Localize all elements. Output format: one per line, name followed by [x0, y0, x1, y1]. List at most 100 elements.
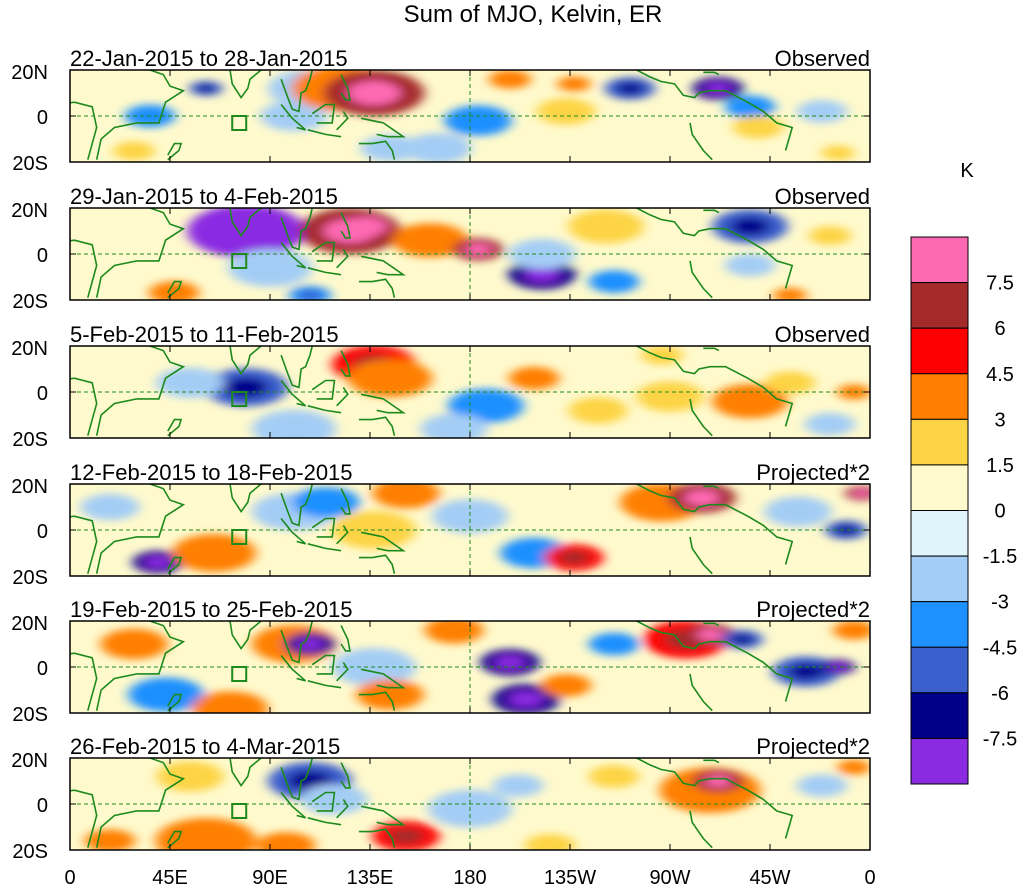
anomaly-blob [432, 499, 508, 534]
colorbar-swatch [910, 601, 969, 648]
panel-type-label: Projected*2 [756, 734, 870, 759]
coastline [340, 350, 351, 377]
colorbar-label: -1.5 [983, 546, 1017, 568]
colorbar-label: 1.5 [986, 455, 1014, 477]
coastline [95, 621, 186, 711]
coastline [689, 810, 713, 849]
coastline [229, 621, 262, 651]
coastline [307, 267, 342, 276]
anomaly-blob [492, 774, 544, 797]
coastline [311, 791, 336, 812]
lat-label: 20N [11, 476, 48, 498]
x-axis: 0 45E 90E 135E 180 135W 90W 45W 0 [64, 867, 875, 889]
lon-label: 45E [152, 867, 188, 889]
colorbar-label: 7.5 [986, 273, 1014, 295]
panel-period: 19-Feb-2015 to 25-Feb-2015 [70, 597, 353, 622]
lat-label: 0 [37, 521, 48, 543]
anomaly-core [524, 266, 560, 283]
anomaly-core [704, 82, 732, 95]
colorbar-swatch [910, 555, 969, 603]
coastline [636, 484, 794, 565]
panel-period: 12-Feb-2015 to 18-Feb-2015 [70, 460, 353, 485]
coastline [167, 693, 183, 712]
anomaly-blob [524, 834, 576, 850]
anomaly-blob [568, 397, 628, 424]
coastline [336, 798, 349, 819]
lon-label: 45W [749, 867, 790, 889]
anomaly-blob [764, 496, 832, 527]
anomaly-blob [192, 691, 268, 713]
coastline [95, 208, 186, 298]
anomaly-core [197, 84, 215, 93]
coastline [70, 515, 98, 574]
anomaly-blob [724, 253, 776, 277]
colorbar-label: 3 [994, 409, 1005, 431]
anomaly-blob [636, 381, 704, 412]
lat-label: 20S [12, 567, 48, 589]
anomaly-core [508, 691, 544, 708]
anomaly-core [829, 663, 847, 671]
anomaly-core [144, 556, 172, 569]
panel-type-label: Observed [775, 46, 870, 71]
lat-label: 0 [37, 245, 48, 267]
coastline [70, 101, 98, 160]
coastline [95, 346, 186, 436]
coastline [340, 762, 351, 789]
map-panel: 20N 0 20S 12-Feb-2015 to 18-Feb-2015 Project… [11, 460, 871, 589]
coastlines [70, 484, 794, 576]
coastline [336, 386, 349, 407]
coastline [70, 789, 98, 848]
anomaly-blob [732, 115, 784, 139]
coastline [307, 129, 342, 138]
coastline [360, 531, 406, 552]
coastlines [70, 70, 794, 162]
lon-label: 135W [544, 867, 596, 889]
anomaly-blob [348, 359, 432, 398]
anomaly-core [464, 243, 492, 256]
anomaly-core [835, 525, 857, 535]
anomaly-blob [508, 366, 560, 390]
coastline [307, 543, 342, 552]
coastline [636, 346, 794, 427]
anomaly-core [730, 217, 770, 236]
colorbar-label: 0 [994, 501, 1005, 523]
lon-label: 90W [649, 867, 690, 889]
anomaly-field [70, 758, 870, 850]
anomaly-blob [764, 371, 816, 395]
coastline [336, 248, 349, 269]
coastline [167, 418, 183, 437]
coastline [336, 524, 349, 545]
anomaly-blob [100, 628, 168, 660]
anomaly-blob [172, 534, 256, 572]
anomaly-blob [155, 818, 257, 850]
anomaly-blob [228, 248, 312, 287]
coastline [358, 554, 396, 574]
coastline [360, 255, 406, 276]
colorbar: K -7.5 -6 -4.5 -3 -1.5 0 1.5 3 4.5 6 7.5 [910, 160, 1017, 785]
coastline [358, 691, 396, 711]
panel-type-label: Observed [775, 322, 870, 347]
lat-label: 20S [12, 429, 48, 451]
map-panel: 20N 0 20S 5-Feb-2015 to 11-Feb-2015 Observed [11, 322, 871, 451]
coastline [167, 556, 183, 575]
anomaly-blob [588, 270, 640, 293]
coastline [311, 517, 336, 538]
coastline [360, 393, 406, 414]
anomaly-blob [568, 209, 644, 244]
coastline [689, 536, 713, 575]
anomaly-blob [821, 145, 855, 161]
coastline [280, 70, 313, 113]
coastline [280, 517, 307, 545]
coastline [360, 668, 406, 689]
coastline [280, 241, 307, 269]
coastline [340, 212, 351, 239]
colorbar-swatch [910, 373, 969, 420]
panel-period: 26-Feb-2015 to 4-Mar-2015 [70, 734, 340, 759]
anomaly-blob [833, 621, 870, 640]
anomaly-blob [156, 367, 224, 398]
coastline [280, 484, 313, 527]
anomaly-blob [156, 761, 224, 792]
anomaly-core [355, 221, 377, 232]
colorbar-label: -7.5 [983, 728, 1017, 750]
coastline [689, 260, 713, 299]
